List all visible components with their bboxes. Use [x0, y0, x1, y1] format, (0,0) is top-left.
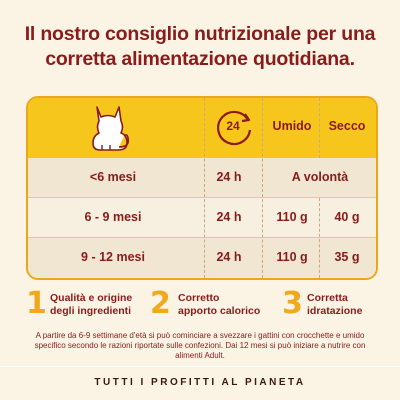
row-wet: A volontà	[291, 170, 349, 184]
page-title-line-2: corretta alimentazione quotidiana.	[45, 48, 355, 70]
table-row: <6 mesi 24 h A volontà	[28, 158, 376, 197]
header-dry: Secco	[328, 119, 366, 133]
feature-label-line-1: Corretto	[178, 292, 220, 304]
feature-label: Corretto apporto calorico	[178, 292, 260, 318]
table-row: 6 - 9 mesi 24 h 110 g 40 g	[28, 198, 376, 237]
page-title-line-1: Il nostro consiglio nutrizionale per una	[24, 23, 376, 45]
row-wet: 110 g	[276, 210, 308, 224]
clock-24-icon	[217, 110, 252, 146]
row-age: 6 - 9 mesi	[84, 210, 142, 224]
header-wet: Umido	[272, 119, 312, 133]
features: 1 Qualità e origine degli ingredienti 2 …	[0, 286, 400, 326]
row-dry: 40 g	[334, 210, 360, 224]
feeding-note: A partire da 6-9 settimane d'età si può …	[34, 331, 366, 360]
feature-label-line-2: apporto calorico	[178, 305, 261, 317]
cat-icon	[92, 106, 130, 151]
row-wet: 110 g	[276, 250, 308, 264]
header-time: 24	[226, 119, 240, 133]
footer-slogan: TUTTI I PROFITTI AL PIANETA	[94, 377, 306, 388]
column-divider	[262, 98, 263, 278]
feature-label: Corretta idratazione	[307, 292, 362, 318]
row-divider	[28, 237, 376, 238]
feature-label-line-1: Corretta	[307, 292, 348, 304]
row-dry: 35 g	[334, 250, 360, 264]
feature-label: Qualità e origine degli ingredienti	[50, 292, 132, 318]
column-divider	[319, 98, 320, 158]
nutrition-table: 24 Umido Secco <6 mesi 24 h A volontà 6 …	[26, 96, 378, 280]
feature-number: 1	[26, 286, 47, 321]
row-time: 24 h	[216, 170, 242, 184]
feature-label-line-2: degli ingredienti	[50, 305, 132, 317]
table-row: 9 - 12 mesi 24 h 110 g 35 g	[28, 238, 376, 277]
row-age: <6 mesi	[89, 170, 137, 184]
feature-number: 2	[150, 286, 171, 321]
footer-divider	[0, 366, 400, 367]
row-time: 24 h	[216, 210, 242, 224]
row-divider	[28, 197, 376, 198]
row-age: 9 - 12 mesi	[81, 250, 145, 264]
feature-label-line-2: idratazione	[307, 305, 363, 317]
column-divider	[319, 198, 320, 278]
page-title: Il nostro consiglio nutrizionale per una…	[0, 22, 400, 72]
feature-number: 3	[282, 286, 303, 321]
table-header: 24 Umido Secco	[28, 98, 376, 158]
feature-label-line-1: Qualità e origine	[50, 292, 133, 304]
row-time: 24 h	[216, 250, 242, 264]
column-divider	[204, 98, 205, 278]
